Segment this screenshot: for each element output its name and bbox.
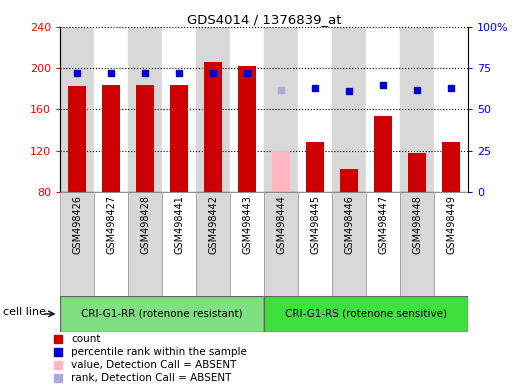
- Bar: [60, 192, 94, 296]
- Text: value, Detection Call = ABSENT: value, Detection Call = ABSENT: [71, 359, 236, 369]
- Bar: [408, 153, 426, 192]
- Text: count: count: [71, 334, 100, 344]
- Bar: [136, 85, 154, 192]
- Bar: [332, 192, 366, 296]
- Text: GSM498446: GSM498446: [344, 195, 354, 254]
- Bar: [264, 192, 298, 296]
- Text: GSM498427: GSM498427: [106, 195, 116, 254]
- Bar: [128, 27, 162, 192]
- Bar: [264, 296, 468, 332]
- Text: GSM498442: GSM498442: [208, 195, 218, 254]
- Bar: [238, 66, 256, 192]
- Text: GSM498447: GSM498447: [378, 195, 388, 254]
- Bar: [298, 27, 332, 192]
- Text: GSM498443: GSM498443: [242, 195, 252, 254]
- Bar: [230, 192, 264, 296]
- Bar: [128, 192, 162, 296]
- Bar: [366, 192, 400, 296]
- Bar: [442, 142, 460, 192]
- Text: GSM498449: GSM498449: [446, 195, 456, 254]
- Bar: [374, 116, 392, 192]
- Bar: [340, 169, 358, 192]
- Bar: [298, 192, 332, 296]
- Bar: [196, 27, 230, 192]
- Bar: [102, 85, 120, 192]
- Bar: [272, 151, 290, 192]
- Title: GDS4014 / 1376839_at: GDS4014 / 1376839_at: [187, 13, 342, 26]
- Bar: [264, 27, 298, 192]
- Text: GSM498445: GSM498445: [310, 195, 320, 254]
- Bar: [306, 142, 324, 192]
- Text: GSM498448: GSM498448: [412, 195, 422, 254]
- Text: GSM498441: GSM498441: [174, 195, 184, 254]
- Bar: [60, 296, 264, 332]
- Bar: [68, 86, 86, 192]
- Text: CRI-G1-RS (rotenone sensitive): CRI-G1-RS (rotenone sensitive): [285, 309, 447, 319]
- Text: GSM498444: GSM498444: [276, 195, 286, 254]
- Bar: [400, 27, 434, 192]
- Text: CRI-G1-RR (rotenone resistant): CRI-G1-RR (rotenone resistant): [81, 309, 243, 319]
- Bar: [162, 192, 196, 296]
- Bar: [230, 27, 264, 192]
- Bar: [162, 27, 196, 192]
- Bar: [332, 27, 366, 192]
- Text: GSM498426: GSM498426: [72, 195, 82, 254]
- Bar: [366, 27, 400, 192]
- Bar: [434, 27, 468, 192]
- Bar: [196, 192, 230, 296]
- Bar: [434, 192, 468, 296]
- Text: cell line: cell line: [3, 307, 46, 317]
- Bar: [94, 27, 128, 192]
- Bar: [400, 192, 434, 296]
- Text: percentile rank within the sample: percentile rank within the sample: [71, 347, 247, 357]
- Text: rank, Detection Call = ABSENT: rank, Detection Call = ABSENT: [71, 372, 232, 382]
- Bar: [204, 62, 222, 192]
- Bar: [94, 192, 128, 296]
- Bar: [170, 85, 188, 192]
- Text: GSM498428: GSM498428: [140, 195, 150, 254]
- Bar: [60, 27, 94, 192]
